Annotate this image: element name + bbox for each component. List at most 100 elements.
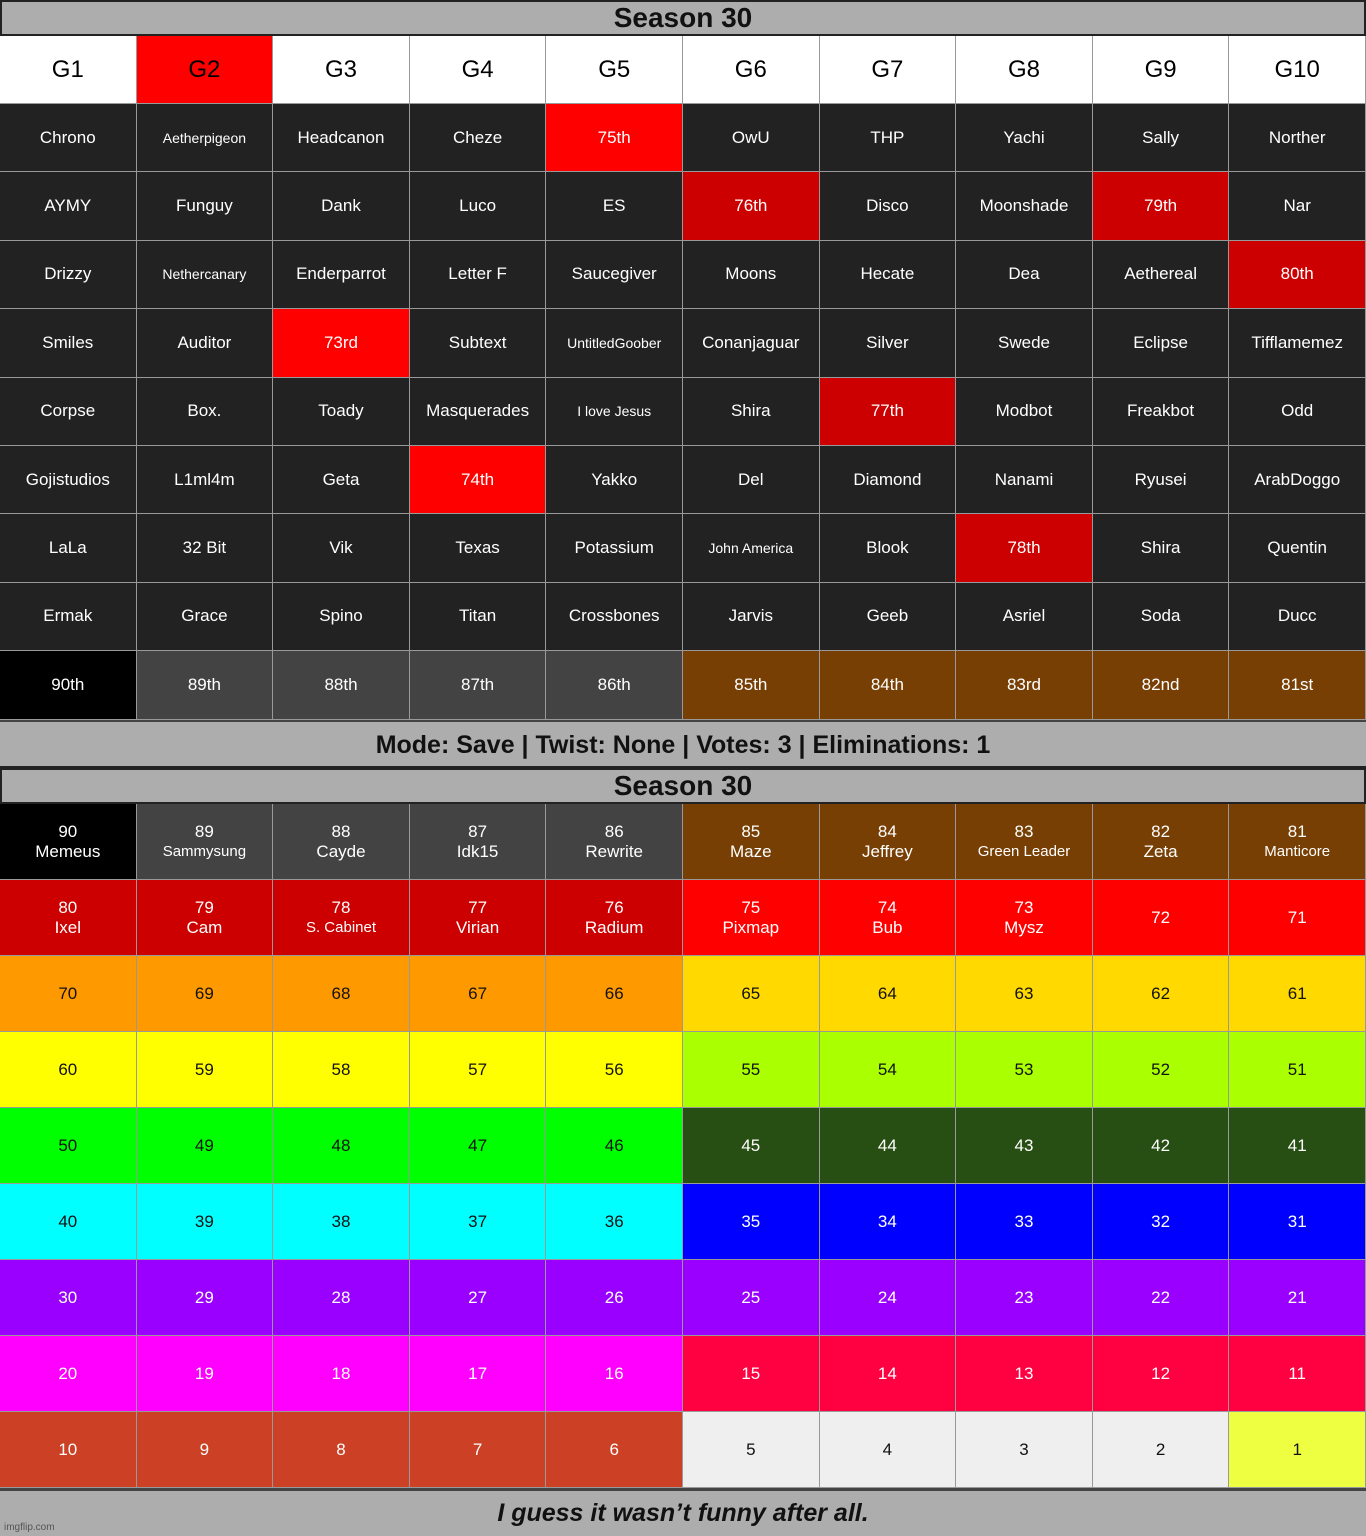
placement-number: 88 — [331, 821, 351, 841]
group-cell: Moons — [683, 240, 820, 310]
placement-cell: 19 — [136, 1336, 274, 1412]
contestant-name: THP — [870, 127, 905, 147]
contestant-name: Saucegiver — [571, 264, 657, 284]
placement-cell: 5 — [683, 1412, 820, 1488]
group-cell: Hecate — [819, 240, 957, 310]
group-header-label: G7 — [871, 55, 904, 83]
placement-cell: 21 — [1229, 1260, 1366, 1336]
season-title-2: Season 30 — [0, 768, 1366, 804]
placement-number: 79 — [194, 897, 214, 917]
placement-cell: 54 — [819, 1032, 957, 1108]
placement-cell: 16 — [546, 1336, 683, 1412]
placement-number: 70 — [58, 983, 78, 1003]
group-cell: ES — [546, 172, 683, 241]
placement-cell: 86 Rewrite — [546, 804, 683, 880]
placement-cell: 26 — [546, 1260, 683, 1336]
placement-number: 32 — [1151, 1211, 1171, 1231]
group-cell: 87th — [409, 651, 547, 720]
placement-number: 49 — [194, 1135, 214, 1155]
contestant-name: UntitledGoober — [567, 334, 662, 351]
contestant-name: Norther — [1268, 127, 1326, 147]
contestant-name: Ryusei — [1134, 469, 1187, 489]
placement-cell: 70 — [0, 956, 137, 1032]
group-cell: Conanjaguar — [683, 309, 820, 378]
placement-number: 75 — [741, 897, 761, 917]
placement-number: 30 — [58, 1287, 78, 1307]
group-cell: Yakko — [546, 445, 683, 515]
placement-name: Green Leader — [977, 842, 1071, 860]
contestant-name: Letter F — [448, 264, 507, 284]
group-header-label: G4 — [461, 55, 494, 83]
group-cell: 76th — [683, 172, 820, 241]
contestant-name: John America — [708, 540, 794, 557]
placement-number: 31 — [1287, 1211, 1307, 1231]
placement-cell: 47 — [409, 1108, 547, 1184]
contestant-name: 73rd — [323, 332, 358, 352]
group-cell: Drizzy — [0, 240, 137, 310]
placement-name: Sammysung — [162, 842, 247, 860]
placement-number: 29 — [194, 1287, 214, 1307]
group-cell: 89th — [136, 651, 274, 720]
group-cell: Swede — [956, 309, 1093, 378]
placement-cell: 32 — [1092, 1184, 1230, 1260]
contestant-name: Subtext — [448, 332, 507, 352]
placement-number: 72 — [1151, 907, 1171, 927]
group-cell: Moonshade — [956, 172, 1093, 241]
group-header: G8 — [956, 36, 1093, 104]
placement-number: 7 — [472, 1439, 483, 1459]
contestant-name: Conanjaguar — [702, 332, 800, 352]
group-cell: 75th — [546, 104, 683, 173]
placement-number: 62 — [1151, 983, 1171, 1003]
group-header: G7 — [819, 36, 957, 104]
placement-number: 5 — [746, 1439, 756, 1459]
placement-cell: 77 Virian — [409, 880, 547, 956]
group-cell: Auditor — [136, 309, 274, 378]
contestant-name: Luco — [459, 196, 497, 216]
group-cell: 77th — [819, 377, 957, 446]
placement-cell: 18 — [273, 1336, 410, 1412]
footer-caption: I guess it wasn’t funny after all. — [0, 1488, 1366, 1536]
group-cell: Dank — [273, 172, 410, 241]
placement-number: 48 — [331, 1135, 351, 1155]
placement-cell: 7 — [409, 1412, 547, 1488]
placement-number: 50 — [58, 1135, 78, 1155]
group-cell: 86th — [546, 651, 683, 720]
placement-number: 81 — [1287, 821, 1307, 841]
placement-cell: 82 Zeta — [1092, 804, 1230, 880]
group-cell: Norther — [1229, 104, 1366, 173]
placement-number: 6 — [609, 1439, 619, 1459]
placement-number: 42 — [1151, 1135, 1171, 1155]
contestant-name: Grace — [181, 606, 228, 626]
placement-name: Cam — [186, 917, 223, 937]
placement-number: 59 — [194, 1059, 214, 1079]
placement-cell: 61 — [1229, 956, 1366, 1032]
placement-cell: 29 — [136, 1260, 274, 1336]
group-cell: Soda — [1092, 582, 1230, 652]
placement-cell: 27 — [409, 1260, 547, 1336]
placement-number: 52 — [1151, 1059, 1171, 1079]
placement-number: 73 — [1014, 897, 1034, 917]
contestant-name: ES — [602, 196, 626, 216]
placement-number: 22 — [1151, 1287, 1171, 1307]
placement-number: 27 — [468, 1287, 488, 1307]
contestant-name: Cheze — [453, 127, 503, 147]
placement-name: S. Cabinet — [305, 918, 377, 936]
contestant-name: 78th — [1007, 538, 1041, 558]
contestant-name: Shira — [1140, 538, 1181, 558]
placement-cell: 56 — [546, 1032, 683, 1108]
contestant-name: Chrono — [39, 127, 96, 147]
placement-cell: 40 — [0, 1184, 137, 1260]
placement-cell: 35 — [683, 1184, 820, 1260]
placement-number: 24 — [877, 1287, 897, 1307]
group-header: G10 — [1229, 36, 1366, 104]
placement-cell: 60 — [0, 1032, 137, 1108]
placement-name: Radium — [584, 917, 644, 937]
contestant-name: 76th — [734, 196, 768, 216]
placement-number: 9 — [199, 1439, 210, 1459]
placement-number: 76 — [604, 897, 624, 917]
placement-number: 34 — [877, 1211, 897, 1231]
group-header-label: G1 — [51, 55, 84, 83]
contestant-name: L1ml4m — [174, 469, 235, 489]
placement-number: 35 — [741, 1211, 761, 1231]
contestant-name: Swede — [998, 332, 1050, 352]
